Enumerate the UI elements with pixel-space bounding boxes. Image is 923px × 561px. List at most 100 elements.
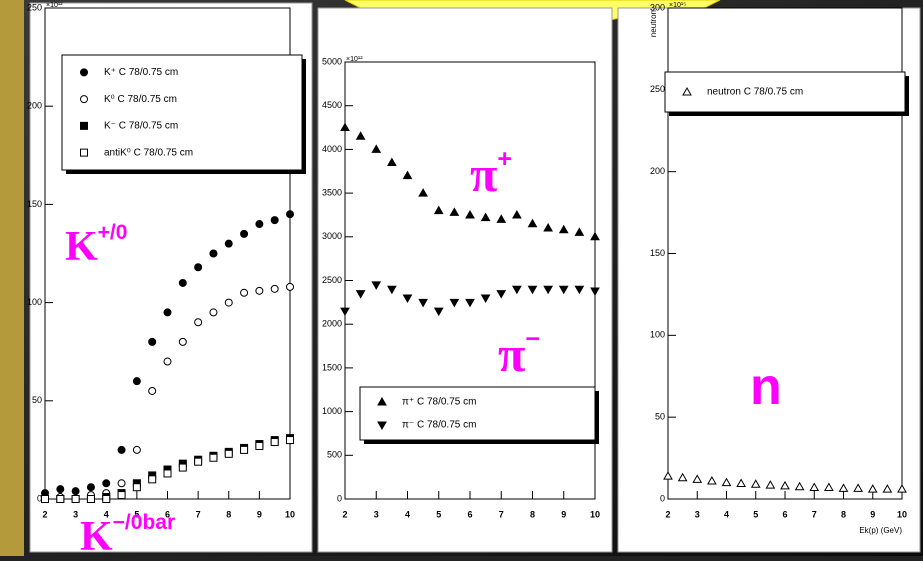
annotation-sup: −/0bar (113, 511, 175, 534)
legend-label: K⁰ C 78/0.75 cm (104, 94, 177, 105)
marker (287, 283, 294, 290)
marker (210, 454, 217, 461)
legend-label: neutron C 78/0.75 cm (707, 87, 803, 98)
y-tick-label: 250 (650, 84, 665, 94)
marker (225, 240, 232, 247)
y-tick-label: 50 (655, 412, 665, 422)
y-tick-label: 1000 (322, 406, 342, 416)
annotation-text: π (470, 146, 497, 202)
marker (118, 480, 125, 487)
x-tick-label: 8 (226, 509, 231, 519)
panel (318, 8, 612, 552)
marker (179, 279, 186, 286)
marker (149, 476, 156, 483)
marker (72, 488, 79, 495)
y-tick-label: 150 (650, 248, 665, 258)
y-tick-label: 4000 (322, 144, 342, 154)
legend-label: π⁺ C 78/0.75 cm (402, 397, 476, 408)
x-tick-label: 6 (782, 509, 787, 519)
y-tick-label: 50 (32, 395, 42, 405)
x-tick-label: 9 (561, 509, 566, 519)
marker (81, 122, 88, 129)
marker (149, 387, 156, 394)
x-tick-label: 5 (436, 509, 441, 519)
marker (133, 484, 140, 491)
left-strip (0, 0, 24, 556)
y-tick-label: 150 (27, 199, 42, 209)
marker (42, 496, 49, 503)
y-tick-label: 2000 (322, 319, 342, 329)
x-tick-label: 7 (812, 509, 817, 519)
x-tick-label: 10 (590, 509, 600, 519)
marker (179, 464, 186, 471)
marker (256, 221, 263, 228)
legend-label: antiK⁰ C 78/0.75 cm (104, 147, 193, 158)
marker (195, 264, 202, 271)
chart: 0500100015002000250030003500400045005000… (318, 8, 612, 552)
marker (241, 230, 248, 237)
marker (81, 69, 88, 76)
marker (210, 250, 217, 257)
marker (87, 496, 94, 503)
x-tick-label: 2 (665, 509, 670, 519)
marker (210, 309, 217, 316)
marker (164, 470, 171, 477)
marker (118, 492, 125, 499)
marker (225, 450, 232, 457)
y-tick-label: 2500 (322, 275, 342, 285)
marker (149, 338, 156, 345)
marker (103, 496, 110, 503)
marker (81, 96, 88, 103)
x-tick-label: 8 (530, 509, 535, 519)
x-tick-label: 4 (724, 509, 729, 519)
y-tick-label: 250 (27, 2, 42, 12)
y-tick-label: 3000 (322, 231, 342, 241)
marker (271, 439, 278, 446)
y-tick-label: 100 (650, 330, 665, 340)
annotation: n (750, 358, 782, 416)
marker (164, 358, 171, 365)
slide: 050100150200250×10¹²2345678910K⁺ C 78/0.… (0, 0, 923, 556)
x-tick-label: 2 (342, 509, 347, 519)
annotation-sup: +/0 (98, 221, 128, 244)
y-scale-label: ×10¹² (346, 56, 363, 63)
y-tick-label: 4500 (322, 100, 342, 110)
x-axis-label: Ek(p) (GeV) (859, 526, 902, 535)
marker (287, 211, 294, 218)
legend (360, 387, 595, 440)
y-scale-label: ×10¹² (46, 2, 63, 9)
marker (271, 285, 278, 292)
charts: 050100150200250×10¹²2345678910K⁺ C 78/0.… (27, 2, 920, 556)
y-axis-label: neutron (649, 10, 658, 37)
legend-label: K⁺ C 78/0.75 cm (104, 67, 178, 78)
marker (256, 442, 263, 449)
y-tick-label: 200 (27, 101, 42, 111)
x-tick-label: 4 (405, 509, 410, 519)
marker (241, 289, 248, 296)
marker (164, 309, 171, 316)
y-tick-label: 0 (660, 493, 665, 503)
annotation-text: n (750, 358, 782, 416)
marker (179, 338, 186, 345)
y-tick-label: 1500 (322, 362, 342, 372)
marker (271, 217, 278, 224)
x-tick-label: 3 (73, 509, 78, 519)
annotation-sup: − (525, 325, 540, 353)
y-tick-label: 5000 (322, 56, 342, 66)
x-tick-label: 2 (42, 509, 47, 519)
marker (57, 486, 64, 493)
y-scale-label: ×10¹⁵ (669, 2, 686, 9)
marker (103, 480, 110, 487)
x-tick-label: 9 (257, 509, 262, 519)
annotation-text: K (80, 514, 113, 556)
marker (287, 437, 294, 444)
x-tick-label: 3 (374, 509, 379, 519)
annotation-text: π (498, 326, 525, 382)
annotation-sup: + (497, 145, 512, 173)
legend-label: K⁻ C 78/0.75 cm (104, 121, 178, 132)
marker (72, 496, 79, 503)
marker (195, 458, 202, 465)
annotation-text: K (65, 224, 98, 270)
